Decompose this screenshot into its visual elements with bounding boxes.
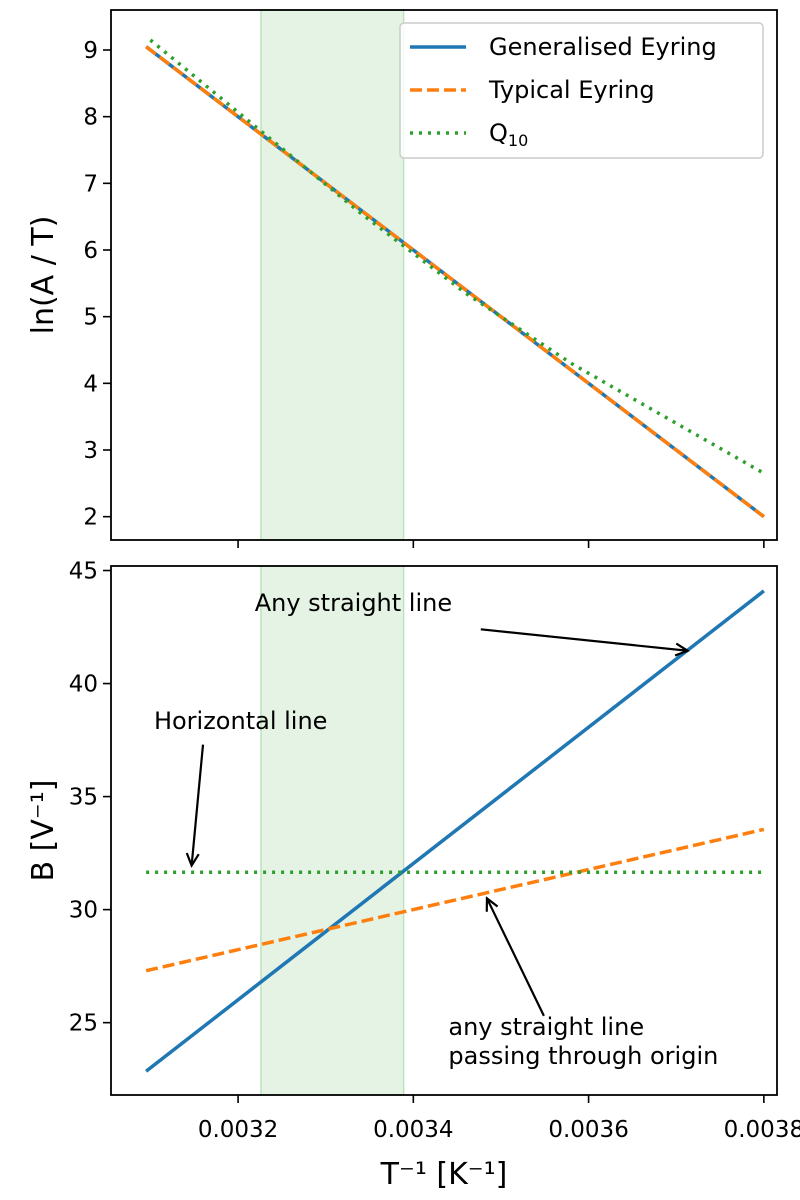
top-panel: 2 3 4 5 6 7 8 9 ln(A / T) Generalised Eyring Ty…: [26, 9, 778, 548]
legend: Generalised Eyring Typical Eyring Q10: [399, 22, 764, 159]
legend-label-q10: Q10: [489, 119, 528, 150]
y-tick-label: 6: [83, 238, 98, 264]
series-line-dotted: [149, 38, 765, 475]
y-tick-label: 30: [69, 898, 98, 924]
x-ticks: 0.0032 0.0034 0.0036 0.0038: [198, 1095, 800, 1143]
y-axis-label: B [V⁻¹]: [26, 780, 61, 882]
x-tick-label: 0.0038: [724, 1117, 800, 1143]
annotation-arrow: [487, 898, 545, 1017]
y-ticks: 2 3 4 5 6 7 8 9: [83, 38, 111, 531]
legend-label-typical: Typical Eyring: [488, 76, 655, 104]
bottom-series-group: [145, 589, 765, 1073]
x-ticks: [237, 540, 765, 548]
plot-frame: [110, 565, 778, 1096]
series-line-dashed: [145, 45, 765, 519]
x-tick-label: 0.0032: [198, 1117, 278, 1143]
y-tick-label: 5: [83, 305, 98, 331]
legend-label-generalised: Generalised Eyring: [489, 33, 717, 61]
y-tick-label: 2: [83, 505, 98, 531]
y-tick-label: 9: [83, 38, 98, 64]
legend-label-q10-main: Q: [489, 119, 508, 147]
x-tick-label: 0.0036: [548, 1117, 628, 1143]
series-line-dashed: [145, 827, 765, 973]
shaded-region: [260, 9, 405, 541]
annotations: Any straight line Horizontal line any stra…: [154, 589, 718, 1070]
y-ticks: 25 30 35 40 45: [69, 559, 111, 1037]
top-series-group: [145, 38, 765, 519]
annotation-arrow: [192, 744, 205, 866]
annotation-text: Any straight line: [255, 589, 452, 617]
y-tick-label: 4: [83, 371, 98, 397]
plot-frame: [110, 9, 778, 541]
legend-box: [399, 22, 764, 159]
y-tick-label: 25: [69, 1011, 98, 1037]
y-tick-label: 45: [69, 559, 98, 585]
y-tick-label: 40: [69, 672, 98, 698]
legend-label-q10-sub: 10: [508, 131, 528, 150]
annotation-text: Horizontal line: [154, 707, 327, 735]
y-tick-label: 35: [69, 785, 98, 811]
shaded-region: [260, 565, 405, 1096]
series-line-solid: [145, 589, 765, 1073]
x-axis-label: T⁻¹ [K⁻¹]: [380, 1157, 508, 1192]
annotation-arrow: [480, 628, 688, 650]
y-tick-label: 8: [83, 105, 98, 131]
y-axis-label: ln(A / T): [26, 216, 61, 335]
bottom-panel: 25 30 35 40 45 0.0032 0.0034 0.0036 0.0038 B [V…: [26, 559, 800, 1192]
annotation-text: any straight line passing through origin: [448, 1013, 718, 1070]
x-tick-label: 0.0034: [373, 1117, 453, 1143]
y-tick-label: 3: [83, 438, 98, 464]
y-tick-label: 7: [83, 171, 98, 197]
